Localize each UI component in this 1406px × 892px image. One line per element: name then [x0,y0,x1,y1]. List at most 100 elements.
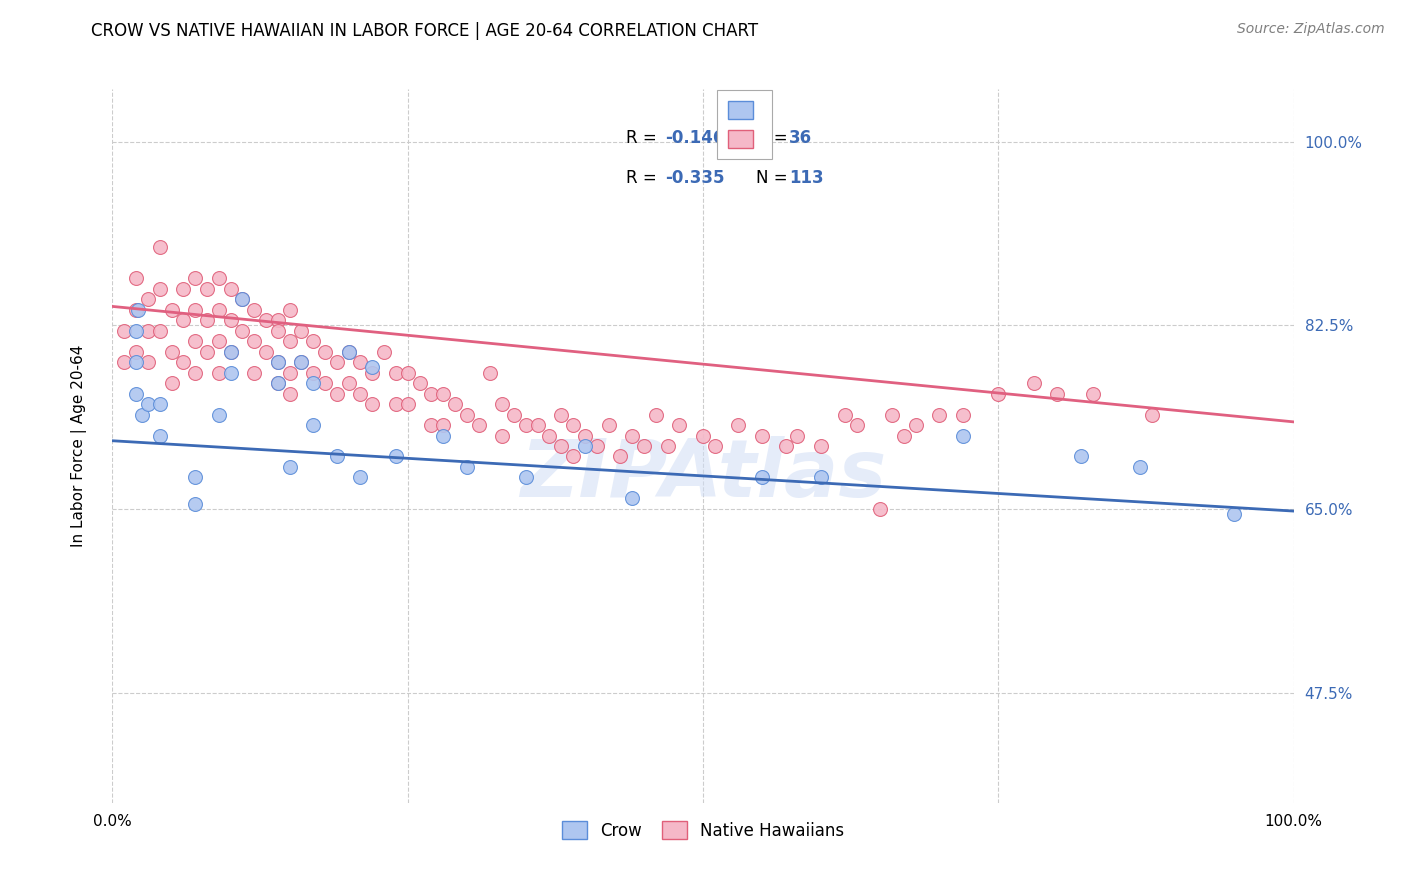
Point [208,408,231,422]
Point [585,439,607,453]
Point [290,355,312,369]
Point [219,313,242,327]
Point [337,344,360,359]
Point [290,324,312,338]
Point [692,428,714,442]
Point [845,417,868,432]
Point [1223,507,1246,521]
Point [172,355,194,369]
Point [904,417,927,432]
Point [373,344,395,359]
Point [112,324,135,338]
Point [952,408,974,422]
Point [131,408,153,422]
Point [703,439,725,453]
Point [184,366,207,380]
Point [267,324,290,338]
Point [385,450,408,464]
Point [302,334,325,348]
Point [160,344,183,359]
Point [195,313,218,327]
Point [278,366,301,380]
Point [326,386,349,401]
Y-axis label: In Labor Force | Age 20-64: In Labor Force | Age 20-64 [72,345,87,547]
Point [361,366,384,380]
Point [385,397,408,411]
Point [125,355,148,369]
Point [208,334,231,348]
Point [987,386,1010,401]
Point [928,408,950,422]
Point [219,282,242,296]
Point [1081,386,1104,401]
Point [267,313,290,327]
Point [208,271,231,285]
Point [278,386,301,401]
Point [644,408,666,422]
Text: CROW VS NATIVE HAWAIIAN IN LABOR FORCE | AGE 20-64 CORRELATION CHART: CROW VS NATIVE HAWAIIAN IN LABOR FORCE |… [91,22,758,40]
Point [1129,460,1152,475]
Point [125,386,148,401]
Point [515,417,537,432]
Point [621,428,644,442]
Point [302,366,325,380]
Point [231,292,253,306]
Point [349,355,371,369]
Text: 113: 113 [789,169,824,187]
Point [361,360,384,375]
Point [396,397,419,411]
Point [432,428,454,442]
Point [491,397,513,411]
Point [243,334,266,348]
Point [267,355,290,369]
Point [160,302,183,317]
Point [267,355,290,369]
Point [136,355,159,369]
Point [326,355,349,369]
Point [278,302,301,317]
Point [278,460,301,475]
Point [243,302,266,317]
Point [326,450,349,464]
Text: 36: 36 [789,128,813,146]
Text: ZIPAtlas: ZIPAtlas [520,435,886,514]
Point [775,439,797,453]
Point [503,408,526,422]
Point [136,397,159,411]
Point [952,428,974,442]
Point [786,428,808,442]
Point [491,428,513,442]
Point [727,417,749,432]
Point [1022,376,1045,390]
Legend: Crow, Native Hawaiians: Crow, Native Hawaiians [554,813,852,848]
Point [751,428,773,442]
Point [361,397,384,411]
Point [125,344,148,359]
Point [633,439,655,453]
Point [127,302,149,317]
Text: R =: R = [626,169,662,187]
Point [420,386,443,401]
Point [267,376,290,390]
Point [254,313,277,327]
Point [184,470,207,484]
Point [278,334,301,348]
Point [598,417,620,432]
Point [125,302,148,317]
Point [467,417,489,432]
Point [538,428,561,442]
Point [231,292,253,306]
Point [136,292,159,306]
Point [184,497,207,511]
Point [149,428,172,442]
Text: N =: N = [756,169,793,187]
Point [1046,386,1069,401]
Point [112,355,135,369]
Point [385,366,408,380]
Point [149,397,172,411]
Text: -0.335: -0.335 [665,169,724,187]
Text: Source: ZipAtlas.com: Source: ZipAtlas.com [1237,22,1385,37]
Point [195,344,218,359]
Point [562,417,585,432]
Point [562,450,585,464]
